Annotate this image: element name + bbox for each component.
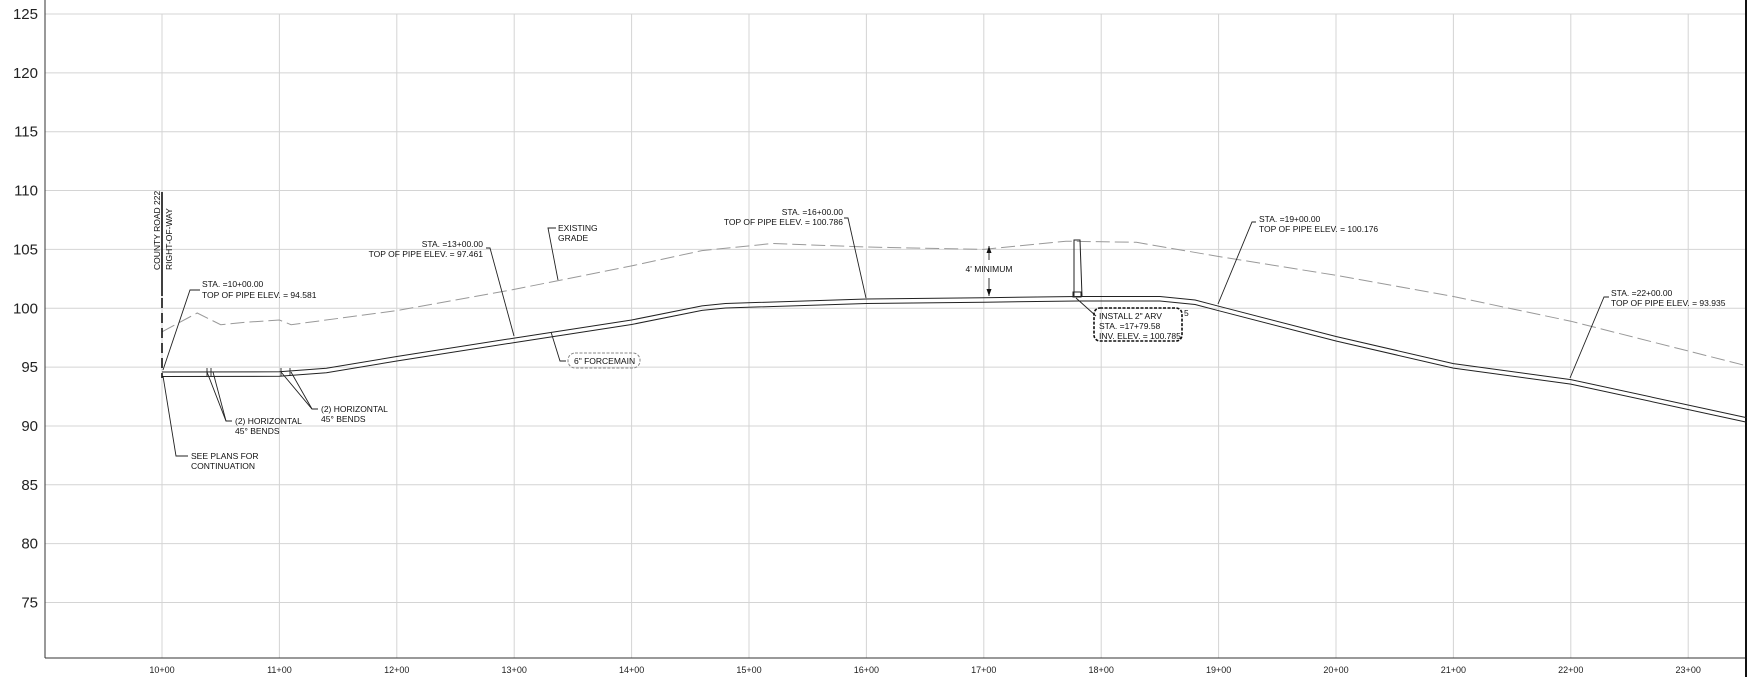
callout-sta-1000-line1: STA. =10+00.00 (202, 279, 264, 289)
leader-sta-1300 (486, 247, 515, 337)
elevation-label: 95 (21, 359, 38, 376)
elevation-label: 80 (21, 536, 38, 553)
callout-forcemain: 6" FORCEMAIN (574, 356, 635, 366)
callout-see-plans-line2: CONTINUATION (191, 461, 255, 471)
grid (45, 13, 1746, 658)
callout-existing-grade-line2: GRADE (558, 233, 589, 243)
elevation-label: 75 (21, 595, 38, 612)
callout-sta-1600-line1: STA. =16+00.00 (782, 207, 844, 217)
station-label: 11+00 (267, 665, 292, 675)
leader-see-plans (162, 375, 188, 457)
station-label: 15+00 (736, 665, 761, 675)
callout-existing-grade-line1: EXISTING (558, 223, 598, 233)
elevation-label: 120 (13, 65, 38, 82)
station-label: 14+00 (619, 665, 644, 675)
leader-arv (1075, 297, 1097, 317)
elevation-label: 110 (14, 183, 38, 200)
leader-sta-1600 (844, 217, 867, 299)
arv-tag: 5 (1184, 308, 1189, 318)
elevation-label: 90 (21, 418, 38, 435)
station-label: 19+00 (1206, 665, 1231, 675)
elevation-label: 100 (13, 300, 38, 317)
row-label-right-of-way: RIGHT-OF-WAY (164, 208, 174, 270)
callout-sta-1300-line2: TOP OF PIPE ELEV. = 97.461 (369, 249, 484, 259)
callout-sta-1600-line2: TOP OF PIPE ELEV. = 100.786 (724, 217, 843, 227)
callout-bends-2-line1: (2) HORIZONTAL (321, 404, 388, 414)
station-label: 23+00 (1676, 665, 1701, 675)
station-label: 20+00 (1323, 665, 1348, 675)
row-label-county-road: COUNTY ROAD 222 (152, 191, 162, 270)
min-cover-arrow-bottom (986, 289, 992, 296)
forcemain-callout-cloud (567, 352, 641, 369)
pipe-top-line (161, 296, 1748, 419)
callout-min-cover: 4' MINIMUM (966, 264, 1013, 274)
callout-sta-1900-line2: TOP OF PIPE ELEV. = 100.176 (1259, 224, 1378, 234)
station-label: 22+00 (1558, 665, 1583, 675)
callout-sta-1300-line1: STA. =13+00.00 (422, 239, 484, 249)
leader-forcemain (550, 331, 566, 362)
callout-see-plans-line1: SEE PLANS FOR (191, 451, 259, 461)
callout-arv-line3: INV. ELEV. = 100.785 (1099, 331, 1181, 341)
callout-arv-line2: STA. =17+79.58 (1099, 321, 1161, 331)
station-label: 16+00 (854, 665, 879, 675)
callout-bends-2-line2: 45° BENDS (321, 414, 366, 424)
leader-existing-grade (547, 227, 559, 281)
pipe-bottom-line (161, 300, 1748, 423)
elevation-label: 85 (21, 477, 38, 494)
callout-sta-1900-line1: STA. =19+00.00 (1259, 214, 1321, 224)
elevation-axis: 125 120 115 110 105 100 95 90 85 80 75 (13, 6, 38, 612)
station-label: 10+00 (149, 665, 174, 675)
arv-callout-cloud (1093, 307, 1183, 342)
station-axis: 10+00 11+00 12+00 13+00 14+00 15+00 16+00 17+00… (149, 665, 1700, 675)
leader-bends-1b (212, 371, 227, 422)
elevation-label: 115 (14, 124, 38, 141)
callout-bends-1-line1: (2) HORIZONTAL (235, 416, 302, 426)
arv-fitting (1072, 291, 1082, 298)
callout-sta-1000-line2: TOP OF PIPE ELEV. = 94.581 (202, 290, 317, 300)
callout-sta-2200-line1: STA. =22+00.00 (1611, 288, 1673, 298)
callout-arv-line1: INSTALL 2" ARV (1099, 311, 1162, 321)
station-label: 21+00 (1441, 665, 1466, 675)
leader-bends-2 (280, 371, 318, 410)
callout-bends-1-line2: 45° BENDS (235, 426, 280, 436)
callout-sta-2200-line2: TOP OF PIPE ELEV. = 93.935 (1611, 298, 1726, 308)
station-label: 18+00 (1089, 665, 1114, 675)
leader-sta-2200 (1569, 296, 1609, 379)
leader-sta-1900 (1217, 221, 1256, 305)
min-cover-arrow-top (986, 246, 992, 253)
station-label: 17+00 (971, 665, 996, 675)
leader-bends-2b (290, 371, 313, 410)
arv-riser (1073, 239, 1083, 297)
elevation-label: 105 (13, 241, 38, 258)
station-label: 12+00 (384, 665, 409, 675)
elevation-label: 125 (13, 6, 38, 23)
leader-sta-1000 (162, 289, 200, 371)
existing-grade-line (161, 240, 1748, 367)
station-label: 13+00 (502, 665, 527, 675)
